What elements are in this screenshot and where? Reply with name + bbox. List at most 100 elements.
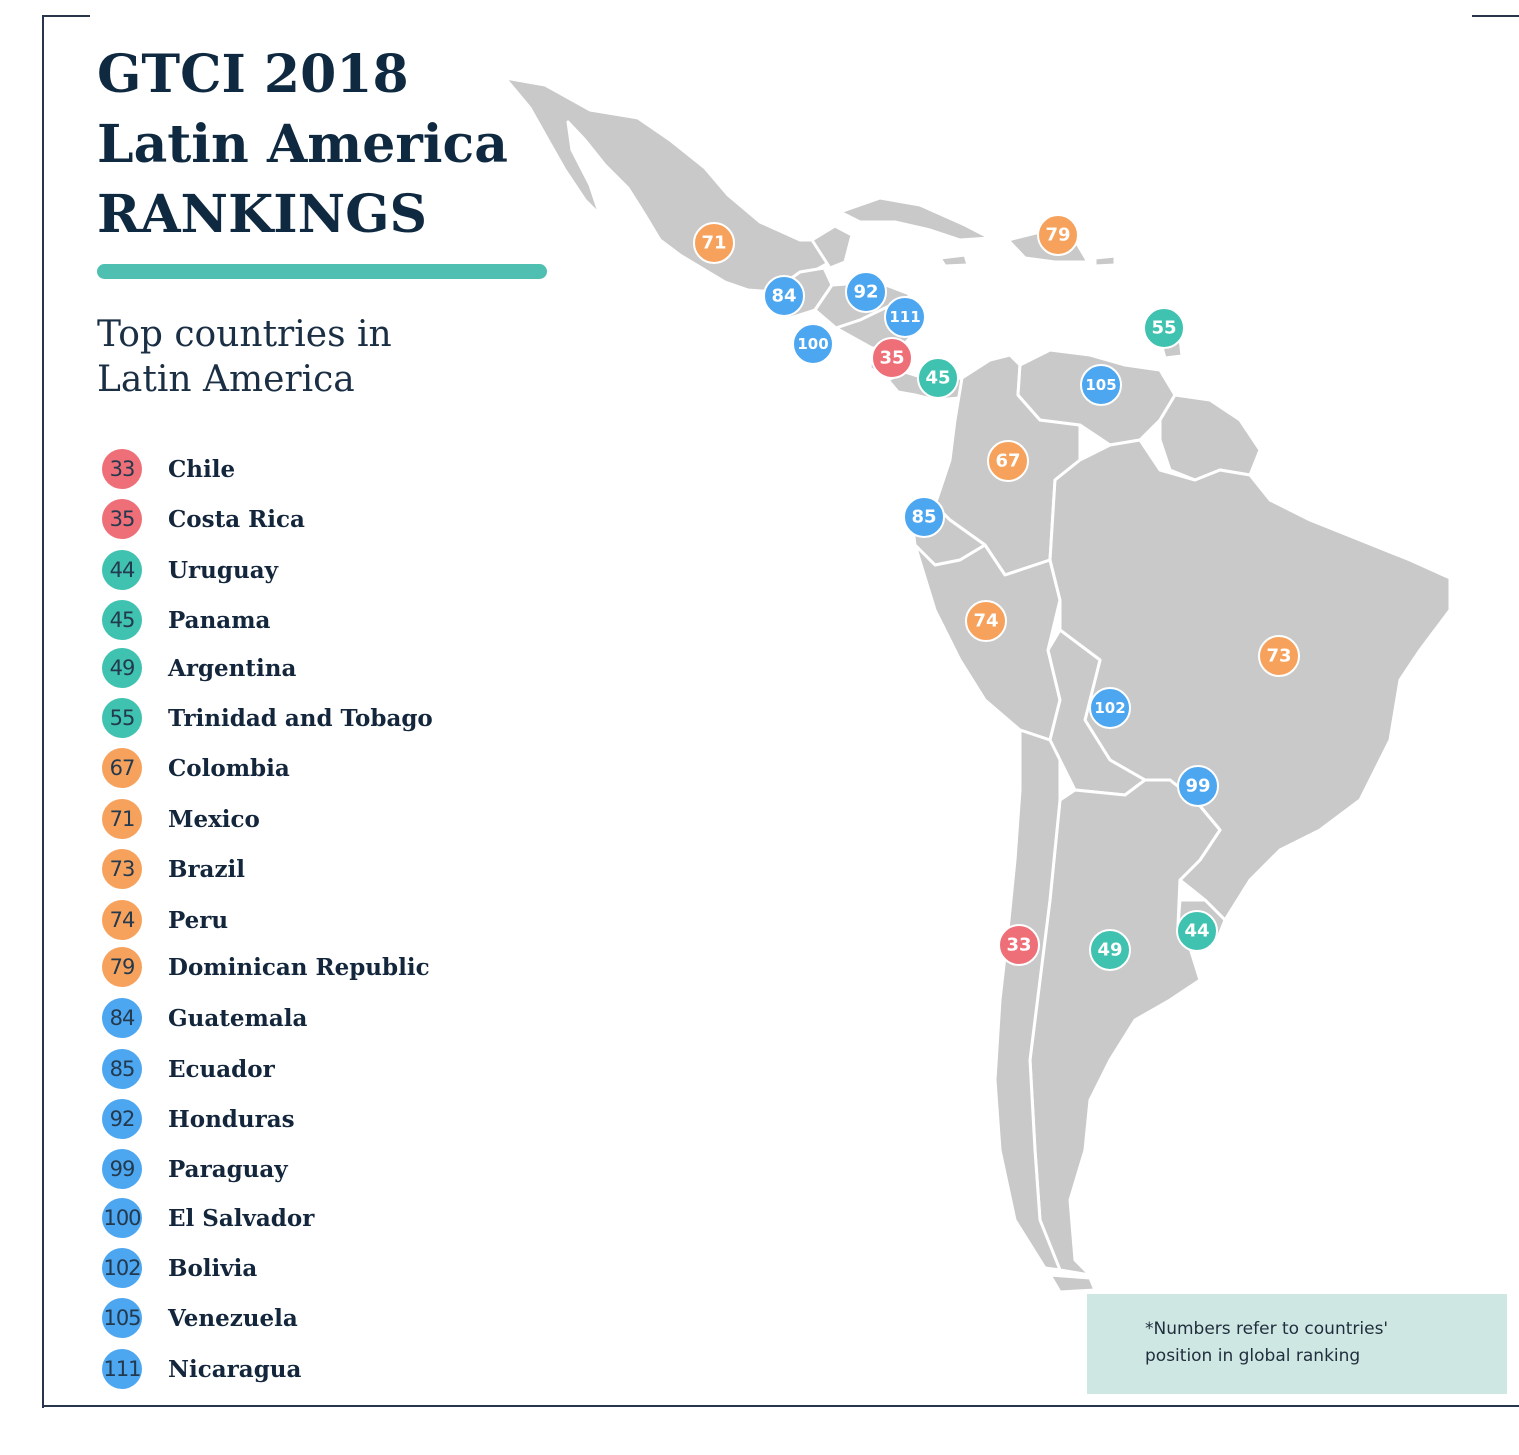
map-marker-circle bbox=[903, 496, 945, 538]
rank-badge: 74 bbox=[102, 900, 142, 940]
map-marker-label: 55 bbox=[1151, 318, 1176, 339]
map-marker-label: 85 bbox=[911, 507, 936, 528]
legend-item: 100 El Salvador bbox=[102, 1198, 314, 1238]
map-marker-label: 71 bbox=[701, 233, 726, 254]
rank-badge: 35 bbox=[102, 499, 142, 539]
map-marker-label: 105 bbox=[1085, 376, 1116, 394]
map-marker-label: 111 bbox=[889, 308, 920, 326]
title-line-3: RANKINGS bbox=[97, 184, 428, 245]
country-name: Panama bbox=[168, 606, 271, 634]
island-jamaica bbox=[938, 253, 970, 268]
map-marker-circle bbox=[1089, 929, 1131, 971]
map-marker-circle bbox=[1037, 214, 1079, 256]
rank-badge: 92 bbox=[102, 1099, 142, 1139]
title-line-1: GTCI 2018 bbox=[97, 44, 409, 105]
frame-left bbox=[42, 15, 44, 1408]
country-name: Dominican Republic bbox=[168, 953, 430, 981]
legend-item: 74 Peru bbox=[102, 900, 228, 940]
map-marker-circle bbox=[763, 275, 805, 317]
frame-top-left bbox=[42, 15, 90, 17]
subtitle: Top countries in Latin America bbox=[97, 312, 392, 402]
map-marker: 73 bbox=[1258, 635, 1300, 677]
legend-item: 73 Brazil bbox=[102, 849, 245, 889]
map-marker: 74 bbox=[965, 600, 1007, 642]
legend-item: 33 Chile bbox=[102, 449, 235, 489]
map-marker-label: 45 bbox=[925, 368, 950, 389]
map-marker-label: 74 bbox=[973, 611, 998, 632]
legend-item: 79 Dominican Republic bbox=[102, 947, 430, 987]
country-name: Chile bbox=[168, 455, 236, 483]
rank-badge: 44 bbox=[102, 550, 142, 590]
legend-item: 111 Nicaragua bbox=[102, 1349, 301, 1389]
map-marker-circle bbox=[965, 600, 1007, 642]
country-name: Paraguay bbox=[168, 1155, 288, 1183]
map-marker: 45 bbox=[917, 357, 959, 399]
map-marker: 105 bbox=[1080, 364, 1122, 406]
map-marker: 99 bbox=[1177, 765, 1219, 807]
page-title: GTCI 2018 Latin America RANKINGS bbox=[97, 40, 508, 250]
map-marker: 67 bbox=[987, 440, 1029, 482]
legend-item: 67 Colombia bbox=[102, 748, 290, 788]
map-marker-label: 35 bbox=[879, 348, 904, 369]
rank-badge: 67 bbox=[102, 748, 142, 788]
subtitle-line-2: Latin America bbox=[97, 359, 355, 400]
map-markers: 71 79 84 92 111 100 35 45 55 105 67 85 74 73 102 99 44 33… bbox=[693, 214, 1300, 971]
legend-item: 84 Guatemala bbox=[102, 998, 307, 1038]
legend-item: 35 Costa Rica bbox=[102, 499, 305, 539]
map-marker-label: 102 bbox=[1094, 699, 1125, 717]
country-name: Peru bbox=[168, 906, 229, 934]
legend-item: 49 Argentina bbox=[102, 648, 296, 688]
map-marker-label: 99 bbox=[1185, 776, 1210, 797]
footnote-line-2: position in global ranking bbox=[1145, 1346, 1361, 1366]
rank-badge: 45 bbox=[102, 600, 142, 640]
rank-badge: 102 bbox=[102, 1248, 142, 1288]
footnote-text: *Numbers refer to countries' position in… bbox=[1145, 1316, 1475, 1370]
map-marker-circle bbox=[1177, 765, 1219, 807]
subtitle-line-1: Top countries in bbox=[97, 314, 392, 355]
map-marker-circle bbox=[1176, 910, 1218, 952]
country-name: Trinidad and Tobago bbox=[168, 704, 433, 732]
legend-item: 71 Mexico bbox=[102, 799, 260, 839]
rank-badge: 49 bbox=[102, 648, 142, 688]
map-marker-circle bbox=[792, 323, 834, 365]
map-marker-circle bbox=[917, 357, 959, 399]
map-marker: 35 bbox=[871, 337, 913, 379]
country-name: Mexico bbox=[168, 805, 260, 833]
frame-top-right bbox=[1472, 15, 1519, 17]
accent-bar bbox=[97, 264, 547, 279]
rank-badge: 73 bbox=[102, 849, 142, 889]
island-cuba bbox=[838, 196, 992, 242]
footnote-box: *Numbers refer to countries' position in… bbox=[1087, 1294, 1507, 1394]
legend-item: 45 Panama bbox=[102, 600, 270, 640]
country-peru bbox=[913, 543, 1062, 742]
map-marker: 55 bbox=[1143, 307, 1185, 349]
map-marker: 92 bbox=[845, 271, 887, 313]
map-marker: 44 bbox=[1176, 910, 1218, 952]
country-name: Honduras bbox=[168, 1105, 295, 1133]
map-marker-circle bbox=[884, 296, 926, 338]
country-name: Bolivia bbox=[168, 1254, 258, 1282]
rank-badge: 33 bbox=[102, 449, 142, 489]
country-name: Uruguay bbox=[168, 556, 278, 584]
map-marker-label: 44 bbox=[1184, 921, 1209, 942]
map-marker-circle bbox=[1143, 307, 1185, 349]
map-marker: 79 bbox=[1037, 214, 1079, 256]
map-marker-label: 49 bbox=[1097, 940, 1122, 961]
country-name: Argentina bbox=[168, 654, 297, 682]
frame-bottom bbox=[42, 1405, 1519, 1407]
map-marker-label: 84 bbox=[771, 286, 796, 307]
rank-badge: 100 bbox=[102, 1198, 142, 1238]
legend-item: 105 Venezuela bbox=[102, 1298, 298, 1338]
map-marker: 33 bbox=[998, 924, 1040, 966]
map-marker-circle bbox=[1080, 364, 1122, 406]
map-marker: 84 bbox=[763, 275, 805, 317]
map-marker-circle bbox=[987, 440, 1029, 482]
map-marker: 49 bbox=[1089, 929, 1131, 971]
map-marker: 100 bbox=[792, 323, 834, 365]
map-marker-circle bbox=[1089, 687, 1131, 729]
map-marker-label: 79 bbox=[1045, 225, 1070, 246]
land-layer bbox=[503, 76, 1452, 1294]
map-marker-circle bbox=[998, 924, 1040, 966]
legend-item: 102 Bolivia bbox=[102, 1248, 257, 1288]
rank-badge: 79 bbox=[102, 947, 142, 987]
